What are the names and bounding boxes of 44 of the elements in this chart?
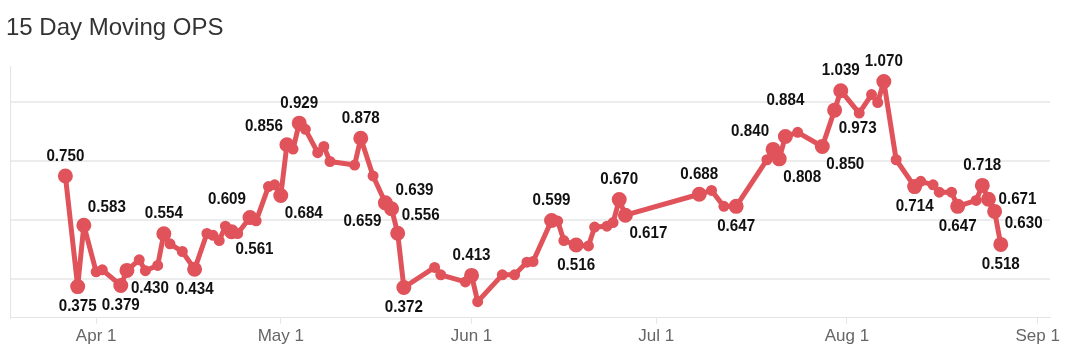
data-label: 0.434 (175, 278, 214, 298)
data-label: 0.639 (395, 179, 434, 199)
data-label: 0.630 (1004, 212, 1043, 232)
data-label: 0.840 (731, 120, 770, 140)
data-label: 0.647 (717, 215, 756, 235)
data-label: 0.372 (384, 296, 423, 316)
x-tick-label: Jun 1 (450, 326, 493, 346)
data-label: 0.379 (101, 294, 140, 314)
data-label: 0.556 (401, 204, 440, 224)
data-label: 0.609 (208, 188, 247, 208)
x-tick-label: Apr 1 (75, 326, 117, 346)
data-label: 0.714 (895, 195, 934, 215)
data-label: 1.070 (864, 50, 903, 70)
data-label: 0.750 (46, 144, 85, 164)
data-label: 0.375 (58, 295, 97, 315)
data-label: 0.561 (235, 238, 274, 258)
data-label: 0.929 (280, 92, 319, 112)
data-label: 0.884 (766, 89, 805, 109)
data-label: 0.856 (244, 115, 283, 135)
x-tick-label: Sep 1 (1015, 326, 1060, 346)
data-label: 0.688 (680, 163, 719, 183)
x-tick-label: Aug 1 (824, 326, 870, 346)
data-label: 0.516 (557, 253, 596, 273)
data-label: 0.878 (341, 107, 380, 127)
data-label: 0.973 (838, 117, 877, 137)
data-label: 0.808 (783, 165, 822, 185)
data-label: 0.617 (629, 222, 668, 242)
x-tick-label: May 1 (257, 326, 304, 346)
data-label: 0.718 (963, 154, 1002, 174)
chart-title: 15 Day Moving OPS (6, 13, 224, 41)
data-label: 0.647 (938, 215, 977, 235)
data-label: 0.850 (826, 153, 865, 173)
data-label: 0.670 (600, 168, 639, 188)
data-label: 0.413 (452, 244, 491, 264)
data-label: 0.554 (144, 202, 183, 222)
data-label: 0.583 (87, 196, 126, 216)
data-label: 0.599 (532, 189, 571, 209)
x-tick-label: Jul 1 (638, 326, 675, 346)
data-label: 0.659 (343, 209, 382, 229)
data-label: 0.684 (284, 202, 323, 222)
data-label: 1.039 (821, 59, 860, 79)
data-label: 0.430 (130, 277, 169, 297)
data-label: 0.671 (998, 188, 1037, 208)
data-label: 0.518 (981, 253, 1020, 273)
